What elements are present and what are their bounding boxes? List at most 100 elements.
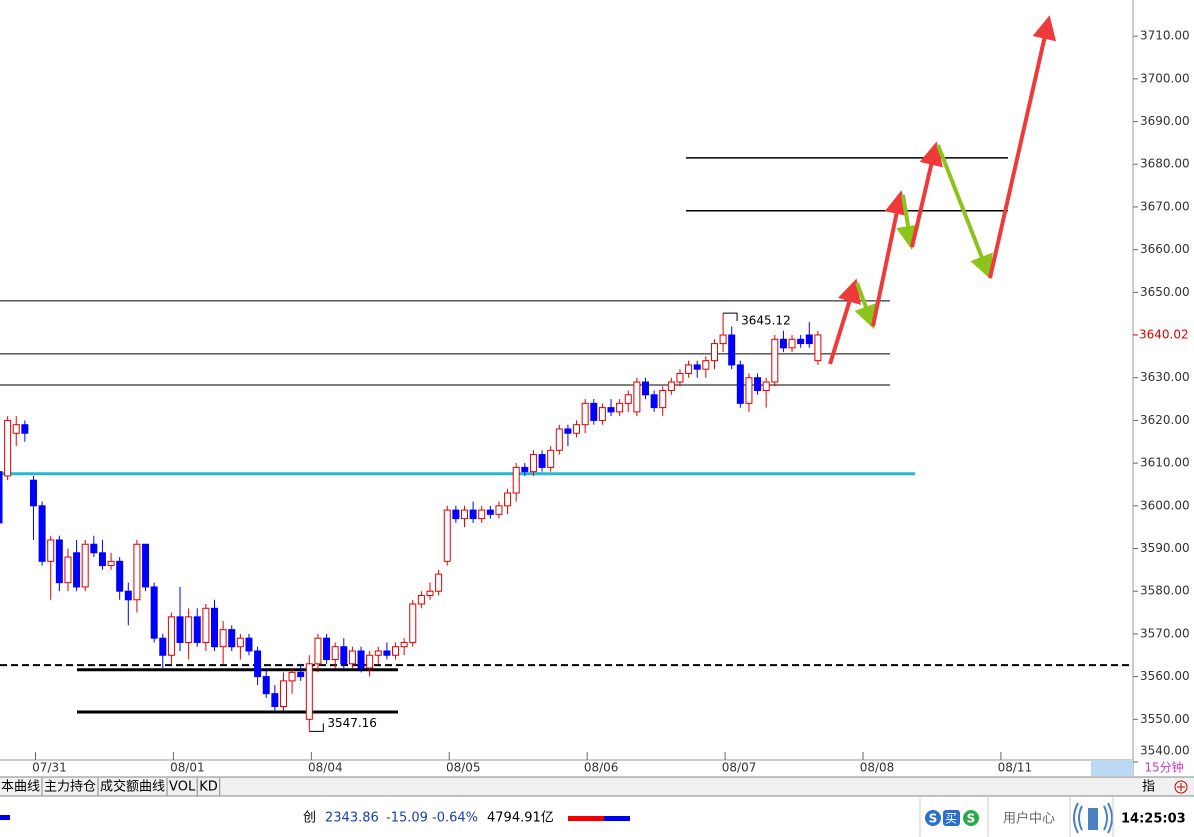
candle-body <box>202 607 210 643</box>
candle-body <box>745 377 753 404</box>
candle-body <box>555 428 563 451</box>
x-tick-label: 07/31 <box>32 761 67 775</box>
ratio-bar-up <box>568 816 604 821</box>
candle-body <box>331 646 339 661</box>
candle-body <box>417 594 425 605</box>
ratio-bar-down <box>604 816 630 821</box>
y-tick-label: 3610.00 <box>1140 456 1190 470</box>
add-button[interactable] <box>1174 780 1188 794</box>
candle-body <box>159 637 167 656</box>
signal-icon <box>1073 802 1113 834</box>
index-name: 创 <box>303 811 316 826</box>
x-tick-label: 08/01 <box>170 761 205 775</box>
candle-body <box>98 552 106 567</box>
y-tick-label: 3540.00 <box>1140 744 1190 758</box>
candle-body <box>323 637 331 661</box>
price-axis-panel <box>1133 0 1194 776</box>
tab[interactable]: 成交额曲线 <box>100 779 165 795</box>
period-label[interactable]: 15分钟 <box>1144 760 1183 775</box>
candle-body <box>685 364 693 374</box>
candle-body <box>788 338 796 349</box>
candle-body <box>564 428 572 434</box>
candle-body <box>538 454 546 468</box>
candle-body <box>702 360 710 370</box>
x-tick-label: 08/08 <box>860 761 895 775</box>
tab[interactable]: 主力持仓 <box>44 780 96 795</box>
index-button[interactable]: 指 <box>1142 780 1155 795</box>
candle-body <box>435 573 443 592</box>
x-tick-label: 08/11 <box>998 761 1033 775</box>
candle-body <box>659 390 667 409</box>
candle-body <box>547 449 555 468</box>
candle-body <box>719 334 727 345</box>
candle-body <box>366 654 374 669</box>
projection-arrows <box>828 15 1057 365</box>
tab[interactable]: KD <box>199 780 218 795</box>
status-marker <box>0 815 10 820</box>
candle-body <box>771 338 779 383</box>
annotation-label: 3645.12 <box>741 314 791 328</box>
buy-icon[interactable]: 买 <box>943 810 960 826</box>
user-center[interactable]: 用户中心 <box>1003 811 1055 827</box>
candle-body <box>47 539 55 562</box>
candle-body <box>55 539 63 584</box>
candle-body <box>797 338 805 345</box>
candle-body <box>400 641 408 648</box>
candle-body <box>814 334 822 362</box>
candle-body <box>150 586 158 639</box>
candle-body <box>805 334 813 345</box>
candle-body <box>90 543 98 554</box>
candle-body <box>348 650 356 665</box>
index-amount: 4794.91亿 <box>487 811 554 826</box>
candle-body <box>478 509 486 520</box>
annotation-leader <box>723 312 738 322</box>
scrollbar[interactable] <box>1091 760 1133 776</box>
annotation-leader <box>309 723 324 732</box>
candle-body <box>650 394 658 409</box>
candle-body <box>176 616 184 643</box>
candle-body <box>219 629 227 648</box>
candle-body <box>29 479 37 507</box>
candle-body <box>642 381 649 396</box>
candle-body <box>254 650 262 678</box>
svg-text:S: S <box>967 812 976 826</box>
buy-label: 买 <box>945 812 957 826</box>
candle-body <box>107 560 115 567</box>
candle-body <box>779 338 787 349</box>
candle-body <box>357 650 365 669</box>
s-icon[interactable]: S <box>925 810 941 826</box>
candle-body <box>383 650 391 656</box>
candle-body <box>236 637 244 648</box>
index-pct: -0.64% <box>432 811 478 826</box>
candle-body <box>598 407 606 421</box>
candle-body <box>64 556 72 584</box>
candle-body <box>573 424 581 434</box>
y-tick-label: 3710.00 <box>1140 29 1190 43</box>
y-tick-label: 3580.00 <box>1140 584 1190 598</box>
annotation-label: 3547.16 <box>327 716 377 730</box>
candle-body <box>314 637 322 665</box>
y-tick-label: 3550.00 <box>1140 712 1190 726</box>
y-tick-label: 3620.00 <box>1140 413 1190 427</box>
green-icon[interactable]: S <box>963 810 979 826</box>
candle-body <box>81 543 89 588</box>
tab[interactable]: 本曲线 <box>1 780 40 795</box>
candle-body <box>426 590 434 596</box>
last-price-label: 3640.02 <box>1139 327 1189 341</box>
index-change: -15.09 <box>386 811 428 826</box>
candle-body <box>443 509 451 562</box>
candle-body <box>460 509 468 520</box>
candle-body <box>142 543 150 588</box>
candle-body <box>616 402 624 413</box>
candle-body <box>4 419 12 477</box>
tab[interactable]: VOL <box>169 780 196 795</box>
x-tick-label: 08/04 <box>308 761 343 775</box>
y-tick-label: 3690.00 <box>1140 114 1190 128</box>
svg-text:S: S <box>929 812 938 826</box>
candle-body <box>12 424 20 434</box>
candle-body <box>340 646 348 665</box>
candle-body <box>305 663 313 720</box>
y-tick-label: 3560.00 <box>1140 669 1190 683</box>
candle-body <box>495 505 503 515</box>
